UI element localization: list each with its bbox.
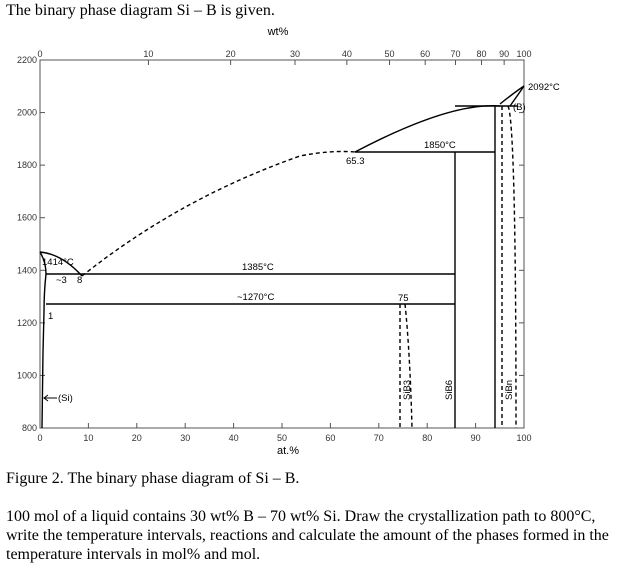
- wt-tick-label: 70: [450, 49, 460, 59]
- at-tick-label: 90: [471, 433, 481, 443]
- wt-tick-label: 90: [499, 49, 509, 59]
- sib3-right: [404, 303, 413, 429]
- sib6-label: SiB6: [444, 380, 455, 400]
- si-melt-label: 1414°C: [42, 257, 74, 268]
- temp-tick-label: 1200: [17, 318, 37, 328]
- t1385-label: 1385°C: [242, 262, 274, 273]
- b-phase-label: (B): [513, 102, 526, 113]
- temp-tick-label: 1000: [17, 370, 37, 380]
- liquidus-dashed: [81, 150, 356, 277]
- wt-tick-label: 0: [37, 49, 42, 59]
- wt-tick-label: 80: [477, 49, 487, 59]
- c8-label: 8: [77, 275, 82, 286]
- at-tick-label: 60: [325, 433, 335, 443]
- temp-tick-label: 1400: [17, 265, 37, 275]
- wt-tick-label: 50: [384, 49, 394, 59]
- at-tick-label: 100: [516, 433, 531, 443]
- question-text: 100 mol of a liquid contains 30 wt% B – …: [6, 508, 609, 563]
- at-tick-label: 0: [37, 433, 42, 443]
- wt-axis-title: wt%: [267, 26, 289, 38]
- c3-label: ~3: [56, 275, 67, 286]
- boron-solidus: [509, 85, 525, 107]
- wt-tick-label: 10: [143, 49, 153, 59]
- liquidus-boron-top: [499, 85, 525, 105]
- c1-label: 1: [48, 311, 53, 322]
- temp-tick-label: 1800: [17, 160, 37, 170]
- at-tick-label: 70: [374, 433, 384, 443]
- t1270-label: ~1270°C: [237, 292, 274, 303]
- wt-tick-label: 100: [516, 49, 531, 59]
- wt-tick-label: 40: [342, 49, 352, 59]
- solidus-si-side: [39, 251, 47, 429]
- t1850-label: 1850°C: [424, 140, 456, 151]
- si-phase-arrow: [43, 394, 57, 402]
- temp-tick-label: 2000: [17, 108, 37, 118]
- phase-diagram: wt% at.% 0 10 20 30 40 50 60 70 80 90 100 0 10 20 30 4…: [17, 26, 560, 457]
- temp-tick-label: 1600: [17, 213, 37, 223]
- sibn-right: [507, 105, 517, 429]
- wt-tick-label: 30: [290, 49, 300, 59]
- wt-tick-label: 20: [226, 49, 236, 59]
- at-tick-label: 50: [277, 433, 287, 443]
- at-axis-title: at.%: [277, 445, 299, 457]
- at-tick-label: 20: [132, 433, 142, 443]
- intro-text: The binary phase diagram Si – B is given…: [6, 2, 275, 19]
- plot-frame: [39, 59, 525, 429]
- c75-label: 75: [398, 293, 409, 304]
- wt-tick-label: 60: [420, 49, 430, 59]
- sibn-label: SiBn: [504, 380, 515, 400]
- sib3-label: SiB3: [402, 380, 413, 400]
- at-tick-label: 10: [83, 433, 93, 443]
- at-tick-label: 30: [180, 433, 190, 443]
- region-labels: 1414°C 2092°C 1850°C 65.3 1385°C ~1270°C…: [42, 82, 560, 404]
- figure-caption: Figure 2. The binary phase diagram of Si…: [6, 470, 300, 487]
- b-melt-label: 2092°C: [528, 82, 560, 93]
- si-phase-label: (Si): [58, 393, 73, 404]
- at-tick-label: 80: [422, 433, 432, 443]
- wt-axis-ticks: 0 10 20 30 40 50 60 70 80 90 100: [37, 49, 532, 65]
- temp-tick-label: 2200: [17, 55, 37, 65]
- at-tick-label: 40: [229, 433, 239, 443]
- at-axis-ticks: 0 10 20 30 40 50 60 70 80 90 100: [37, 423, 532, 443]
- temperature-axis-ticks: 800 1000 1200 1400 1600 1800 2000 2200: [17, 55, 524, 433]
- phase-lines: [39, 85, 525, 429]
- liquidus-si-side: [39, 251, 83, 277]
- c653-label: 65.3: [346, 156, 365, 167]
- temp-tick-label: 800: [22, 423, 37, 433]
